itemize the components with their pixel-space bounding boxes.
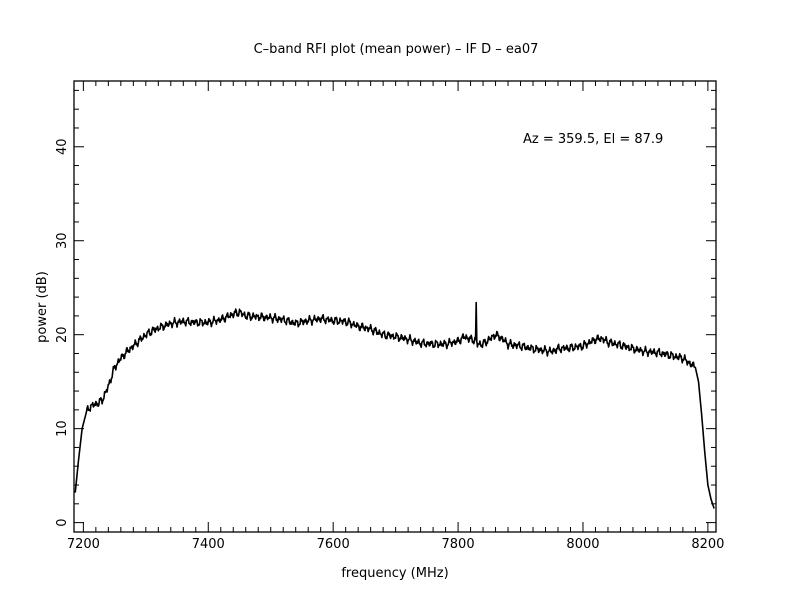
y-tick-label: 0 <box>55 518 70 526</box>
y-axis-label: power (dB) <box>35 271 50 343</box>
x-tick-label: 7400 <box>192 537 225 552</box>
chart-title: C–band RFI plot (mean power) – IF D – ea… <box>254 42 539 57</box>
y-tick-label: 20 <box>55 326 70 343</box>
y-tick-label: 10 <box>55 420 70 437</box>
x-tick-label: 7200 <box>67 537 100 552</box>
plot-frame <box>73 80 717 533</box>
x-axis-label: frequency (MHz) <box>341 566 448 581</box>
x-tick-label: 7600 <box>317 537 350 552</box>
axis-ticks <box>74 81 716 532</box>
axis-tick-labels: 7200 7400 7600 7800 8000 8200 0 10 20 30 40 <box>55 138 724 552</box>
power-series-line <box>74 301 715 509</box>
x-tick-label: 7800 <box>442 537 475 552</box>
y-tick-label: 40 <box>55 138 70 155</box>
pointing-annotation: Az = 359.5, El = 87.9 <box>523 132 663 147</box>
x-tick-label: 8200 <box>691 537 724 552</box>
y-tick-label: 30 <box>55 232 70 249</box>
x-tick-label: 8000 <box>566 537 599 552</box>
